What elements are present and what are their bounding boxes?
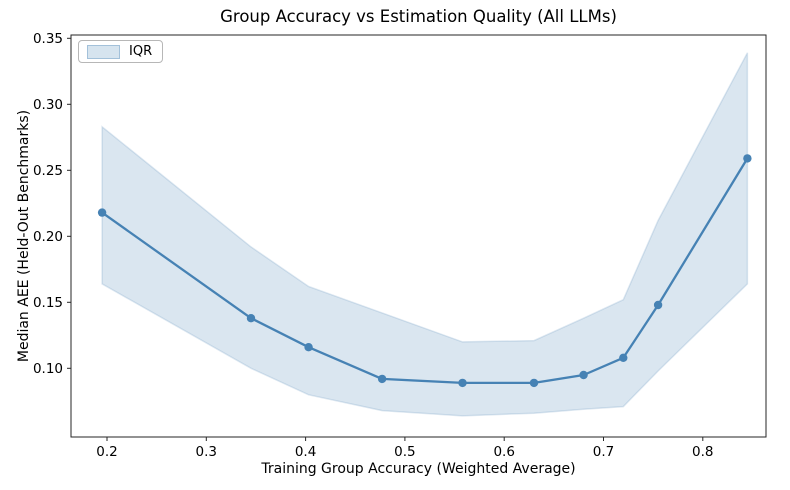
data-point [377,374,387,384]
data-point [304,343,313,352]
median-line [100,157,749,385]
y-tick-label: 0.20 [33,229,63,245]
y-tick-label: 0.10 [33,361,63,377]
data-point [619,353,628,362]
x-tick-label: 0.2 [96,444,117,460]
x-tick-label: 0.3 [196,444,217,460]
data-point [579,370,588,380]
x-tick-label: 0.7 [593,444,614,460]
x-tick-label: 0.4 [295,444,316,460]
x-axis-label: Training Group Accuracy (Weighted Averag… [261,461,576,477]
y-tick-label: 0.30 [33,97,63,113]
data-point [97,208,107,217]
y-axis-label: Median AEE (Held-Out Benchmarks) [16,109,32,363]
y-tick-label: 0.35 [33,31,63,47]
y-tick-label: 0.15 [33,295,63,311]
legend-label: IQR [129,44,153,59]
data-point [653,300,663,310]
x-tick-label: 0.8 [692,444,713,460]
chart-title: Group Accuracy vs Estimation Quality (Al… [220,7,617,26]
data-point [458,378,467,388]
data-point [529,378,539,388]
x-tick-label: 0.6 [493,444,514,460]
data-point [743,154,752,163]
iqr-band [101,52,749,417]
legend: IQR [78,40,164,63]
x-tick-label: 0.5 [394,444,415,460]
y-tick-label: 0.25 [33,163,63,179]
data-point [246,314,256,323]
legend-band-swatch [87,44,120,59]
